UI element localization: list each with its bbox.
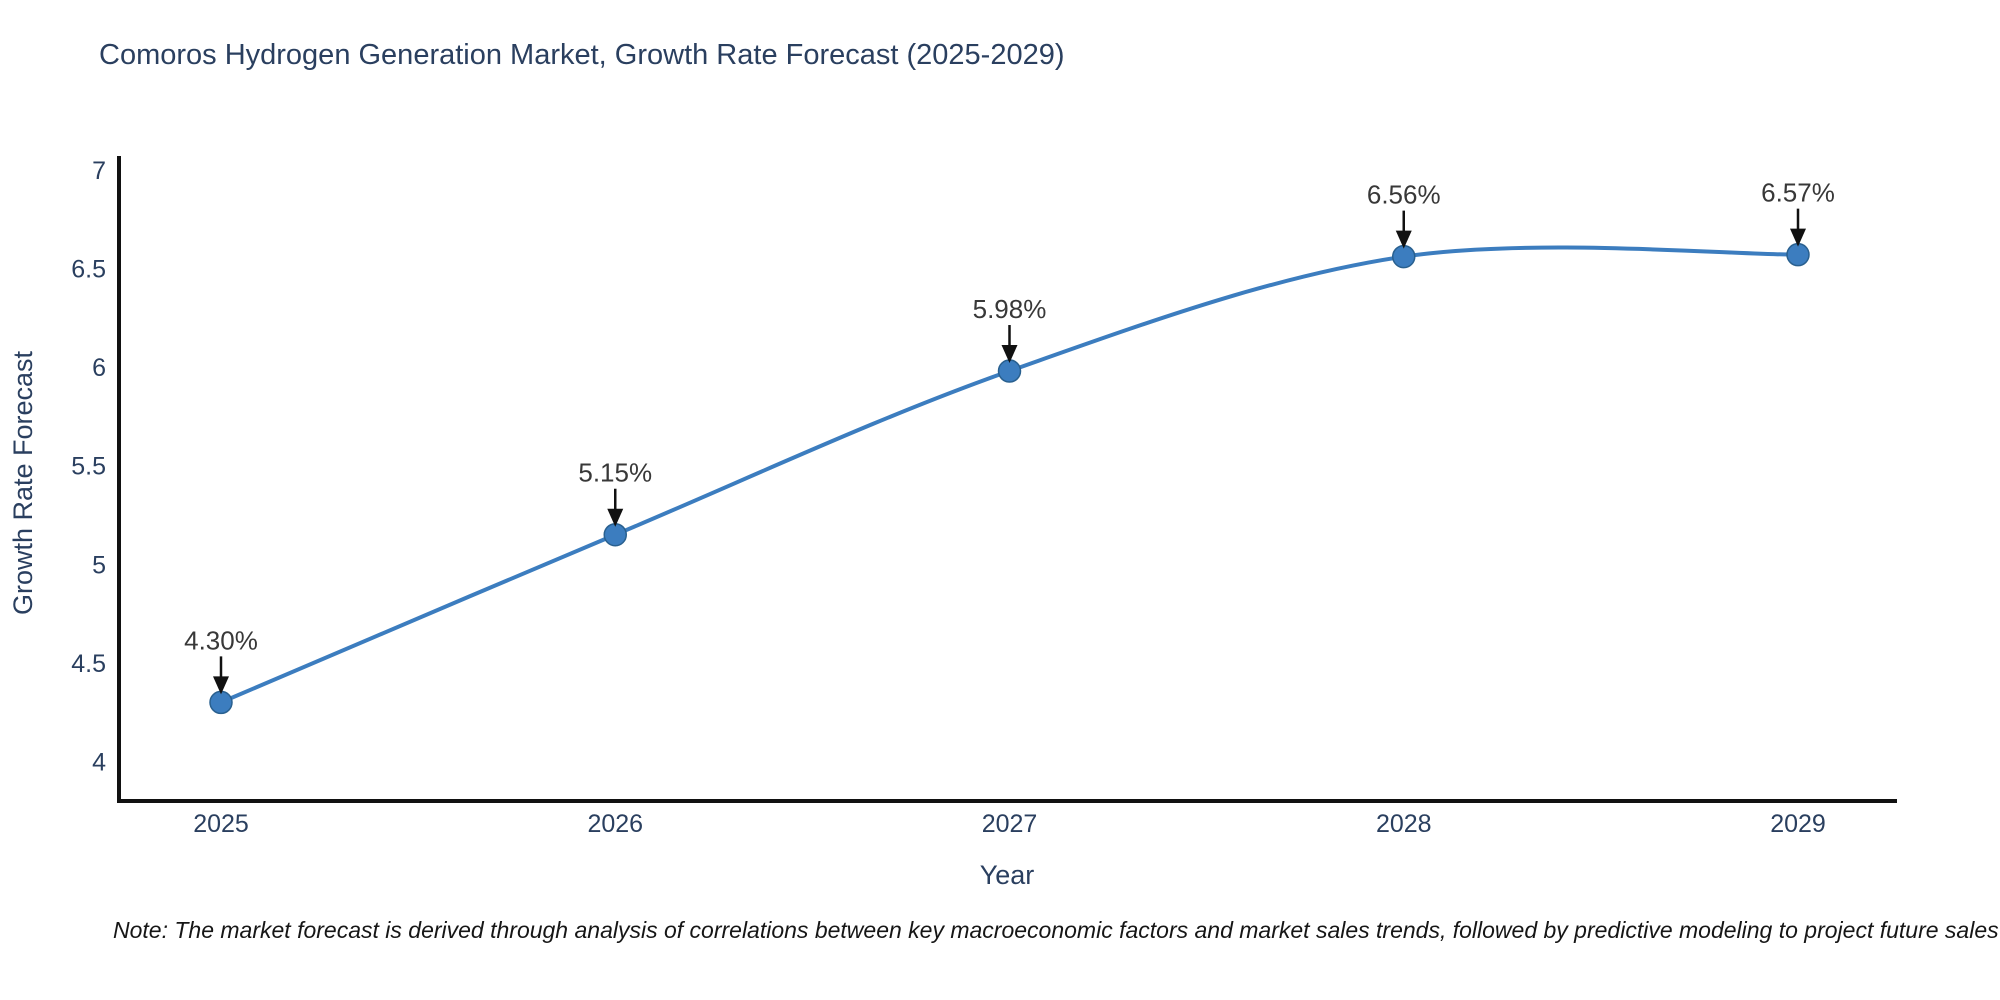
point-value-label: 5.98% (973, 294, 1047, 324)
y-tick-label: 6 (92, 354, 106, 382)
point-value-label: 6.56% (1367, 180, 1441, 210)
annotation-arrowhead-icon (213, 676, 229, 695)
annotation-arrowhead-icon (1001, 345, 1018, 364)
x-tick-label: 2027 (982, 810, 1038, 838)
x-tick-label: 2025 (193, 810, 249, 838)
y-axis-title: Growth Rate Forecast (8, 350, 38, 615)
y-tick-label: 6.5 (71, 255, 106, 283)
annotation-arrowhead-icon (607, 508, 624, 527)
footnote: Note: The market forecast is derived thr… (113, 917, 1999, 943)
point-value-label: 6.57% (1761, 178, 1835, 208)
x-axis-title: Year (980, 860, 1035, 890)
x-tick-label: 2026 (587, 810, 643, 838)
x-tick-label: 2028 (1376, 810, 1432, 838)
data-point-marker (997, 359, 1022, 383)
point-value-label: 4.30% (184, 625, 258, 655)
x-tick-label: 2029 (1770, 810, 1826, 838)
point-annotations: 4.30% 5.15% 5.98% 6.56% 6.57% (184, 178, 1835, 695)
chart-title: Comoros Hydrogen Generation Market, Grow… (99, 39, 1065, 71)
annotation-arrowhead-icon (1395, 230, 1412, 249)
y-tick-labels: 4 4.5 5 5.5 6 6.5 7 (71, 157, 106, 777)
data-point-marker (209, 690, 233, 715)
point-value-label: 5.15% (578, 458, 652, 488)
y-tick-label: 5.5 (71, 453, 106, 481)
data-point-marker (603, 522, 627, 547)
data-point-markers (209, 242, 1810, 715)
data-point-marker (1392, 244, 1416, 269)
data-point-marker (1786, 242, 1810, 267)
y-tick-label: 5 (92, 551, 106, 579)
annotation-arrowhead-icon (1790, 228, 1806, 247)
y-tick-label: 4.5 (71, 650, 106, 678)
x-tick-labels: 2025 2026 2027 2028 2029 (193, 810, 1826, 838)
y-tick-label: 4 (92, 749, 106, 777)
y-tick-label: 7 (92, 157, 106, 185)
